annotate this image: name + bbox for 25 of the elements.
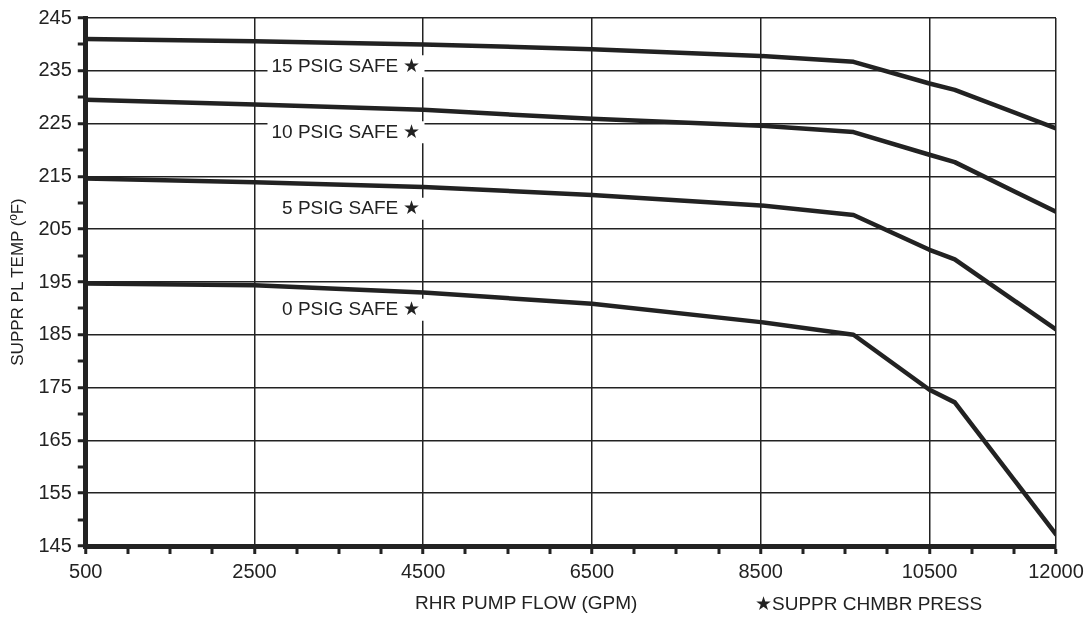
x-tick-label: 500 xyxy=(69,559,103,582)
y-tick-label: 145 xyxy=(38,533,72,556)
y-tick-label: 195 xyxy=(38,269,72,292)
x-tick-label: 8500 xyxy=(738,559,783,582)
y-tick-label: 225 xyxy=(38,111,72,134)
y-axis-title: SUPPR PL TEMP (ºF) xyxy=(7,198,27,366)
x-tick-label: 12000 xyxy=(1028,559,1084,582)
x-tick-label: 4500 xyxy=(400,559,446,582)
y-tick-label: 245 xyxy=(38,5,72,28)
x-tick-label: 10500 xyxy=(901,559,958,582)
series-label: 0 PSIG SAFE ★ xyxy=(282,297,421,319)
series-label: 15 PSIG SAFE ★ xyxy=(271,54,421,76)
text: ★SUPPR CHMBR PRESS xyxy=(755,592,983,615)
series-label: 5 PSIG SAFE ★ xyxy=(282,197,421,219)
x-axis-title: RHR PUMP FLOW (GPM) xyxy=(415,592,638,614)
y-tick-label: 205 xyxy=(38,216,72,239)
y-tick-label: 215 xyxy=(38,163,72,186)
y-tick-label: 175 xyxy=(38,375,72,398)
y-tick-label: 235 xyxy=(38,58,72,81)
x-tick-label: 6500 xyxy=(569,559,615,582)
x-tick-label: 2500 xyxy=(232,559,277,582)
series-label: 10 PSIG SAFE ★ xyxy=(271,120,421,142)
y-tick-label: 185 xyxy=(38,322,72,345)
y-tick-label: 165 xyxy=(38,427,72,450)
y-tick-label: 155 xyxy=(38,480,72,503)
